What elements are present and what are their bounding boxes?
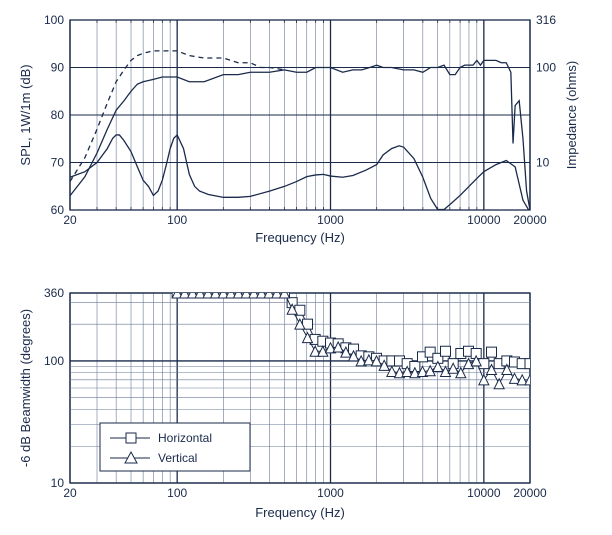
legend: Horizontal Vertical [100, 423, 250, 471]
y-left-tick-label: 60 [51, 203, 65, 217]
y-tick-label: 100 [44, 354, 64, 368]
x-tick-label: 10000 [467, 213, 501, 227]
y-left-axis-label: SPL, 1W/1m (dB) [18, 64, 33, 165]
x-axis-label: Frequency (Hz) [255, 505, 345, 520]
horizontal-marker [525, 359, 535, 369]
x-tick-label: 1000 [317, 213, 344, 227]
figure: 20 100 1000 10000 20000 60 70 80 90 100 10 100 316 Fr… [0, 0, 612, 535]
y-left-tick-label: 100 [44, 13, 64, 27]
legend-label: Horizontal [158, 431, 212, 445]
x-tick-label: 100 [167, 486, 187, 500]
legend-label: Vertical [158, 451, 197, 465]
x-tick-label: 20 [63, 213, 77, 227]
horizontal-marker [487, 347, 497, 357]
y-axis-label: -6 dB Beamwidth (degrees) [18, 309, 33, 467]
x-axis-label: Frequency (Hz) [255, 230, 345, 245]
y-right-tick-label: 10 [536, 156, 550, 170]
x-tick-label: 20000 [513, 486, 547, 500]
y-right-tick-label: 316 [536, 13, 556, 27]
y-tick-label: 10 [51, 476, 65, 490]
x-tick-label: 100 [167, 213, 187, 227]
vertical-marker [494, 379, 504, 389]
y-right-axis-label: Impedance (ohms) [564, 61, 579, 169]
chart-beamwidth: 20 100 1000 10000 20000 10 100 360 Frequency (Hz… [18, 286, 547, 520]
x-tick-label: 20000 [513, 213, 547, 227]
y-left-tick-label: 80 [51, 108, 65, 122]
x-tick-label: 10000 [467, 486, 501, 500]
y-left-tick-label: 70 [51, 156, 65, 170]
horizontal-marker [441, 346, 451, 356]
spl-solid-line [70, 60, 530, 210]
impedance-line [70, 135, 530, 212]
x-tick-label: 20 [63, 486, 77, 500]
legend-square-icon [126, 433, 136, 443]
chart-spl-impedance: 20 100 1000 10000 20000 60 70 80 90 100 10 100 316 Fr… [18, 13, 579, 245]
y-tick-label: 360 [44, 286, 64, 300]
y-right-tick-label: 100 [536, 60, 556, 74]
y-left-tick-label: 90 [51, 61, 65, 75]
x-tick-label: 1000 [317, 486, 344, 500]
